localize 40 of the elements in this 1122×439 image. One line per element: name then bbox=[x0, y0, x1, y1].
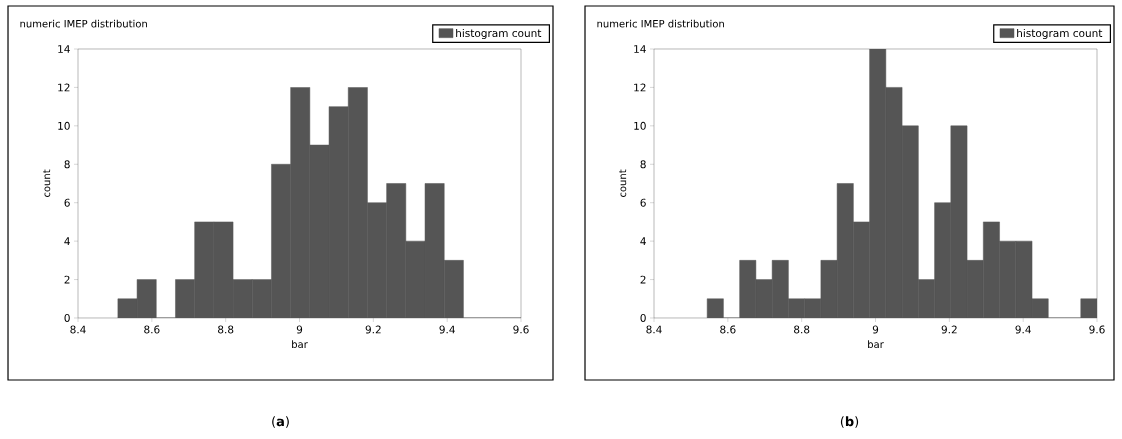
legend-label: histogram count bbox=[456, 28, 542, 40]
x-tick-label: 8.4 bbox=[646, 325, 662, 334]
y-axis-title: count bbox=[619, 169, 627, 198]
x-tick-label: 9.6 bbox=[1089, 325, 1105, 334]
y-tick-label: 4 bbox=[640, 237, 646, 245]
x-tick-label: 9 bbox=[296, 325, 303, 334]
x-tick-label: 8.8 bbox=[218, 325, 234, 334]
y-tick-label: 0 bbox=[640, 314, 646, 322]
y-tick-label: 4 bbox=[64, 237, 70, 245]
y-axis-title: count bbox=[43, 169, 51, 198]
x-tick-label: 9.2 bbox=[941, 325, 957, 334]
x-tick-label: 9.4 bbox=[1015, 325, 1031, 334]
x-axis-title: bar bbox=[292, 340, 308, 349]
x-tick-label: 9.4 bbox=[439, 325, 455, 334]
x-tick-label: 9 bbox=[872, 325, 879, 334]
x-tick-label: 8.6 bbox=[144, 325, 160, 334]
x-tick-label: 9.6 bbox=[513, 325, 529, 334]
text: (a) bbox=[272, 416, 289, 428]
y-tick-label: 6 bbox=[64, 198, 70, 207]
y-tick-label: 12 bbox=[58, 83, 70, 92]
y-tick-label: 14 bbox=[634, 45, 646, 53]
legend-label: histogram count bbox=[1017, 28, 1103, 40]
x-axis-title: bar bbox=[868, 340, 884, 349]
x-tick-label: 9.2 bbox=[365, 325, 381, 334]
y-tick-label: 0 bbox=[64, 314, 70, 322]
y-tick-label: 10 bbox=[58, 121, 70, 130]
text: (b) bbox=[840, 416, 859, 428]
y-tick-label: 2 bbox=[64, 275, 70, 284]
y-tick-label: 8 bbox=[640, 160, 646, 169]
chart-title: numeric IMEP distribution bbox=[597, 19, 724, 28]
x-tick-label: 8.6 bbox=[720, 325, 736, 334]
y-tick-label: 10 bbox=[634, 121, 646, 130]
y-tick-label: 8 bbox=[64, 160, 70, 169]
y-tick-label: 2 bbox=[640, 275, 646, 284]
y-tick-label: 12 bbox=[634, 83, 646, 92]
x-tick-label: 8.8 bbox=[794, 325, 810, 334]
x-tick-label: 8.4 bbox=[70, 325, 86, 334]
y-tick-label: 6 bbox=[640, 198, 646, 207]
y-tick-label: 14 bbox=[58, 45, 70, 53]
chart-title: numeric IMEP distribution bbox=[20, 19, 147, 28]
